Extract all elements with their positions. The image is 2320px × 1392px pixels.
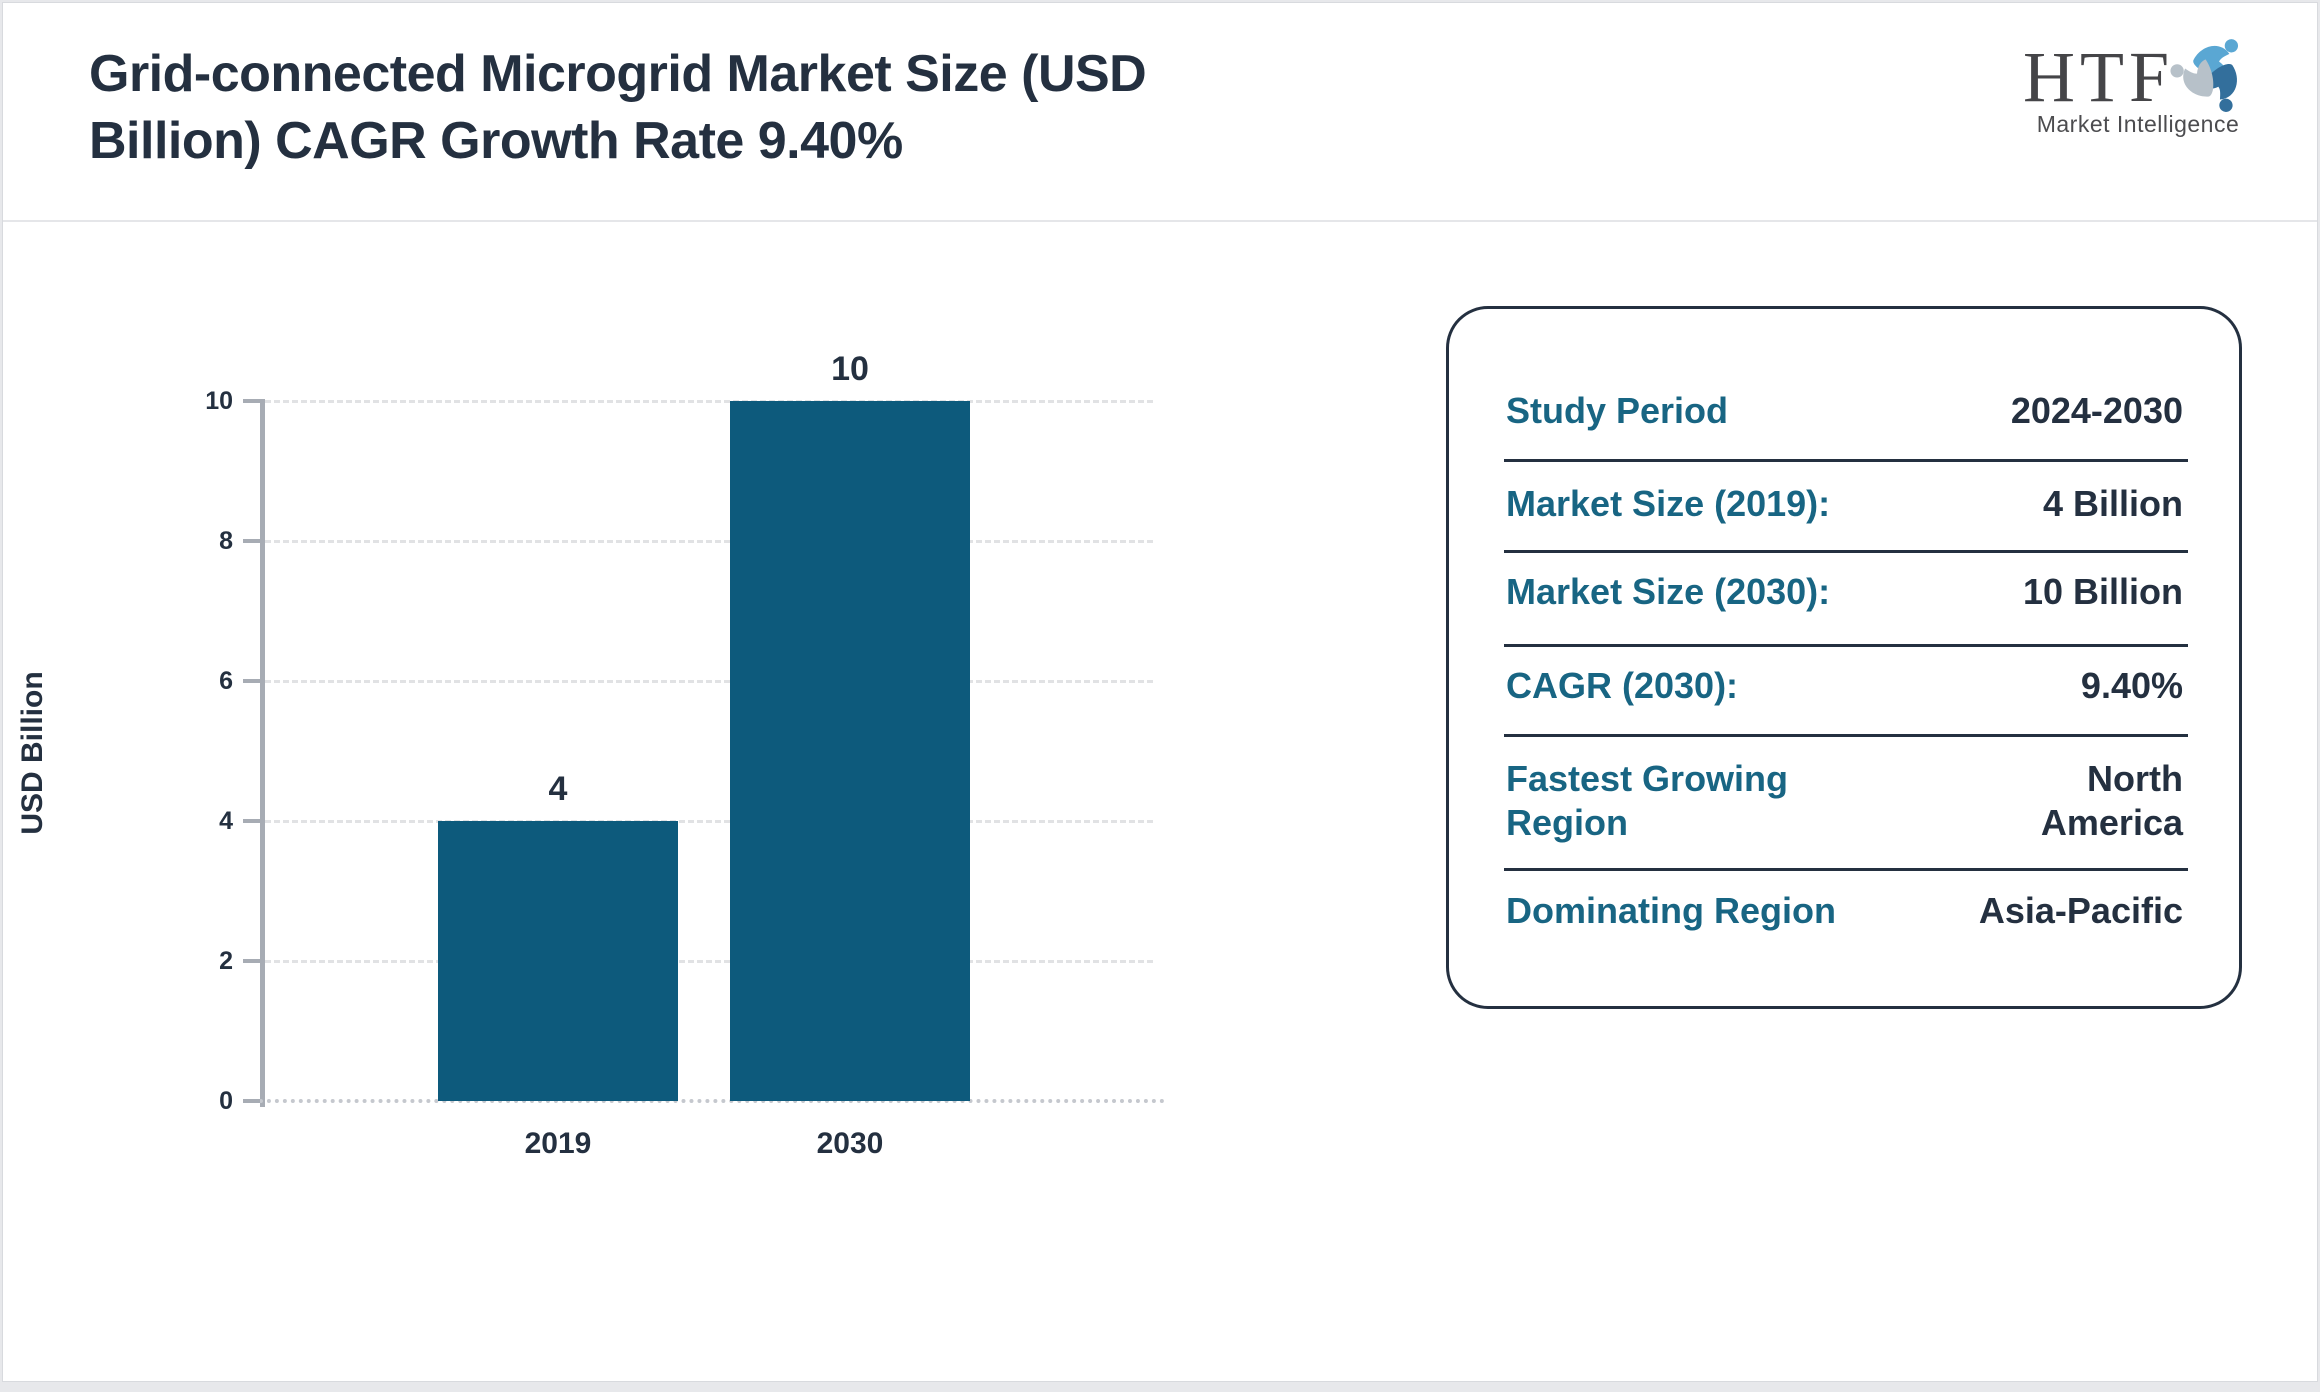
info-row-dominating-region: Dominating Region Asia-Pacific xyxy=(1506,887,2183,935)
info-label: Dominating Region xyxy=(1506,890,1836,931)
info-row-market-size-2019: Market Size (2019): 4 Billion xyxy=(1506,480,2183,528)
info-row-study-period: Study Period 2024-2030 xyxy=(1506,387,2183,435)
bar-value-label: 4 xyxy=(548,770,568,808)
row-divider xyxy=(1504,868,2188,871)
row-divider xyxy=(1504,459,2188,462)
brand-logo: HTF Market Intelligence xyxy=(2023,33,2253,138)
y-tick-mark xyxy=(243,399,260,403)
info-value: 9.40% xyxy=(2080,665,2183,706)
y-tick-mark xyxy=(243,679,260,683)
info-label: CAGR (2030): xyxy=(1506,665,1739,706)
brand-logo-row: HTF xyxy=(2023,33,2253,121)
x-tick-label: 2030 xyxy=(816,1127,884,1160)
x-tick-label: 2019 xyxy=(524,1127,592,1160)
logo-text: HTF xyxy=(2023,37,2175,117)
y-tick-mark xyxy=(243,539,260,543)
logo-subtext: Market Intelligence xyxy=(2036,111,2240,137)
info-label: Market Size (2030): xyxy=(1506,571,1831,612)
bar-chart: USD Billion 0 2 4 6 8 10 4 2019 10 2030 xyxy=(3,3,2317,1381)
info-value: North America xyxy=(2040,758,2183,843)
y-tick-label: 6 xyxy=(219,667,233,695)
info-value: 4 Billion xyxy=(2042,483,2183,524)
info-row-market-size-2030: Market Size (2030): 10 Billion xyxy=(1506,568,2183,616)
bar-value-label: 10 xyxy=(831,350,869,388)
y-tick-label: 0 xyxy=(219,1087,233,1115)
info-row-cagr: CAGR (2030): 9.40% xyxy=(1506,662,2183,710)
header: Grid-connected Microgrid Market Size (US… xyxy=(3,3,2317,222)
gridline xyxy=(265,680,1153,683)
y-tick-label: 8 xyxy=(219,527,233,555)
y-axis-line xyxy=(260,399,265,1107)
info-label: Fastest Growing Region xyxy=(1506,758,1789,843)
gridline xyxy=(265,960,1153,963)
row-divider xyxy=(1504,734,2188,737)
info-value: 2024-2030 xyxy=(2010,390,2183,431)
y-tick-label: 2 xyxy=(219,947,233,975)
row-divider xyxy=(1504,550,2188,553)
info-panel: Study Period 2024-2030 Market Size (2019… xyxy=(1446,306,2242,1009)
info-row-fastest-growing-region: Fastest Growing Region North America xyxy=(1506,757,2183,845)
gridline xyxy=(265,820,1153,823)
info-label: Market Size (2019): xyxy=(1506,483,1831,524)
y-tick-label: 4 xyxy=(219,807,233,835)
info-value: Asia-Pacific xyxy=(1978,890,2183,931)
gridline xyxy=(265,540,1153,543)
x-baseline xyxy=(243,1099,1165,1103)
y-tick-mark xyxy=(243,819,260,823)
y-tick-label: 10 xyxy=(205,387,233,415)
bar-2030 xyxy=(730,401,970,1101)
bar-2019 xyxy=(438,821,678,1101)
info-value: 10 Billion xyxy=(2022,571,2183,612)
header-divider xyxy=(3,220,2317,222)
logo-swirl-icon xyxy=(2170,39,2239,112)
gridline xyxy=(265,400,1153,403)
y-tick-mark xyxy=(243,1099,260,1103)
y-axis-title-text: USD Billion xyxy=(16,671,49,835)
row-divider xyxy=(1504,644,2188,647)
y-tick-mark xyxy=(243,959,260,963)
page-title: Grid-connected Microgrid Market Size (US… xyxy=(89,45,1147,170)
info-label: Study Period xyxy=(1506,390,1729,431)
